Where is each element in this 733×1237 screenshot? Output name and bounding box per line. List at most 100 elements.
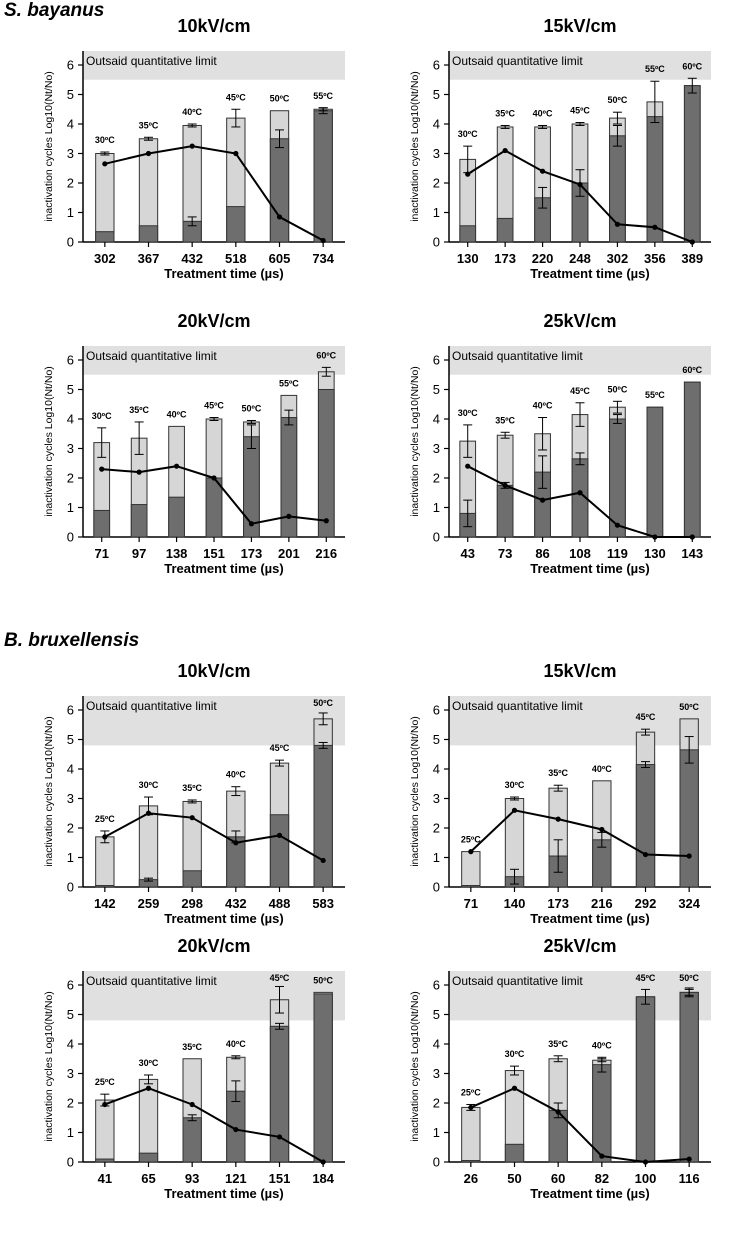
panel-title: 20kV/cm <box>177 936 250 956</box>
line-point <box>614 522 621 528</box>
line-point <box>211 475 217 481</box>
chart-bb-10kv: 10kV/cm Outsaid quantitative limit inactiv… <box>43 661 345 926</box>
bar-dark <box>635 764 656 888</box>
y-tick-label: 6 <box>433 58 440 73</box>
temperature-label: 60ºC <box>682 365 702 375</box>
temperature-label: 55ºC <box>313 91 333 101</box>
x-tick-label: 734 <box>312 251 334 266</box>
x-tick-label: 116 <box>679 1171 700 1186</box>
line-point <box>642 851 649 858</box>
chart-sb-10kv: 10kV/cm Outsaid quantitative limit inactiv… <box>43 16 345 281</box>
y-tick-label: 0 <box>67 880 74 895</box>
x-axis-label: Treatment time (µs) <box>164 561 283 576</box>
x-tick-label: 151 <box>269 1171 291 1186</box>
y-tick-label: 5 <box>67 87 74 102</box>
bar-total <box>138 805 159 888</box>
temperature-label: 50ºC <box>608 95 628 105</box>
y-tick-label: 0 <box>433 235 440 250</box>
chart-sb-25kv: 25kV/cm Outsaid quantitative limit inactiv… <box>409 311 711 576</box>
limit-label: Outsaid quantitative limit <box>86 699 217 713</box>
line-point <box>614 221 621 227</box>
y-tick-label: 2 <box>67 1096 74 1111</box>
line-point <box>686 1156 692 1162</box>
y-tick-label: 4 <box>433 762 440 777</box>
temperature-label: 50ºC <box>679 702 699 712</box>
temperature-label: 35ºC <box>129 405 149 415</box>
x-tick-label: 518 <box>225 251 247 266</box>
y-tick-label: 1 <box>433 1125 440 1140</box>
limit-label: Outsaid quantitative limit <box>86 349 217 363</box>
limit-band <box>83 971 345 1021</box>
line-point <box>276 214 283 220</box>
temperature-label: 50ºC <box>608 384 628 394</box>
temperature-label: 30ºC <box>95 135 115 145</box>
line-point <box>465 463 471 469</box>
chart-sb-20kv: 20kV/cm Outsaid quantitative limit inactiv… <box>43 311 345 576</box>
limit-band <box>449 971 711 1021</box>
line-point <box>468 849 474 855</box>
x-tick-label: 130 <box>644 546 666 561</box>
temperature-label: 25ºC <box>461 835 481 845</box>
limit-band <box>449 51 711 80</box>
x-tick-label: 119 <box>607 546 628 561</box>
line-point <box>555 1109 561 1115</box>
y-tick-label: 3 <box>67 1066 74 1081</box>
temperature-label: 30ºC <box>505 1049 525 1059</box>
temperature-label: 35ºC <box>548 1039 568 1049</box>
temperature-label: 45ºC <box>226 92 246 102</box>
temperature-label: 45ºC <box>270 973 290 983</box>
y-tick-label: 2 <box>433 1096 440 1111</box>
bar-dark <box>182 870 202 888</box>
y-tick-label: 5 <box>433 382 440 397</box>
x-tick-label: 389 <box>681 251 703 266</box>
panel-title: 10kV/cm <box>177 16 250 36</box>
line-point <box>233 1126 239 1133</box>
bar-dark <box>226 206 246 243</box>
panel-title: 25kV/cm <box>543 936 616 956</box>
y-tick-label: 6 <box>433 978 440 993</box>
y-tick-label: 1 <box>67 500 74 515</box>
x-tick-label: 302 <box>94 251 116 266</box>
bar-dark <box>496 217 514 243</box>
bar-dark <box>313 744 333 888</box>
bar-dark <box>592 1064 612 1163</box>
y-tick-label: 5 <box>67 382 74 397</box>
series-line <box>104 1087 324 1163</box>
temperature-label: 50ºC <box>313 975 333 985</box>
temperature-label: 30ºC <box>458 408 478 418</box>
temperature-label: 60ºC <box>682 61 702 71</box>
bar-dark <box>130 504 148 538</box>
y-tick-label: 3 <box>433 146 440 161</box>
temperature-label: 40ºC <box>533 108 553 118</box>
line-point <box>276 832 283 838</box>
y-tick-label: 3 <box>433 1066 440 1081</box>
bar-dark <box>679 749 699 888</box>
line-point <box>652 534 658 540</box>
x-tick-label: 302 <box>607 251 629 266</box>
x-tick-label: 71 <box>94 546 108 561</box>
temperature-label: 35ºC <box>139 120 159 130</box>
y-tick-label: 5 <box>67 1007 74 1022</box>
temperature-label: 40ºC <box>226 770 246 780</box>
y-tick-label: 1 <box>433 850 440 865</box>
chart-bb-20kv: 20kV/cm Outsaid quantitative limit inactiv… <box>43 936 345 1201</box>
bar-dark <box>646 116 664 243</box>
x-axis-label: Treatment time (µs) <box>530 911 649 926</box>
y-tick-label: 6 <box>67 703 74 718</box>
x-tick-label: 143 <box>681 546 703 561</box>
x-tick-label: 488 <box>269 896 291 911</box>
y-tick-label: 4 <box>67 117 74 132</box>
temperature-label: 45ºC <box>204 401 224 411</box>
bar-dark <box>313 993 333 1163</box>
line-point <box>686 853 692 859</box>
limit-band <box>83 696 345 746</box>
line-point <box>465 171 471 177</box>
limit-label: Outsaid quantitative limit <box>86 54 217 68</box>
bar-dark <box>635 996 656 1163</box>
temperature-label: 40ºC <box>167 409 187 419</box>
y-tick-label: 0 <box>433 880 440 895</box>
bar-dark <box>683 85 701 243</box>
bar-dark <box>182 1117 202 1163</box>
y-tick-label: 6 <box>67 58 74 73</box>
panel-title: 15kV/cm <box>543 16 616 36</box>
